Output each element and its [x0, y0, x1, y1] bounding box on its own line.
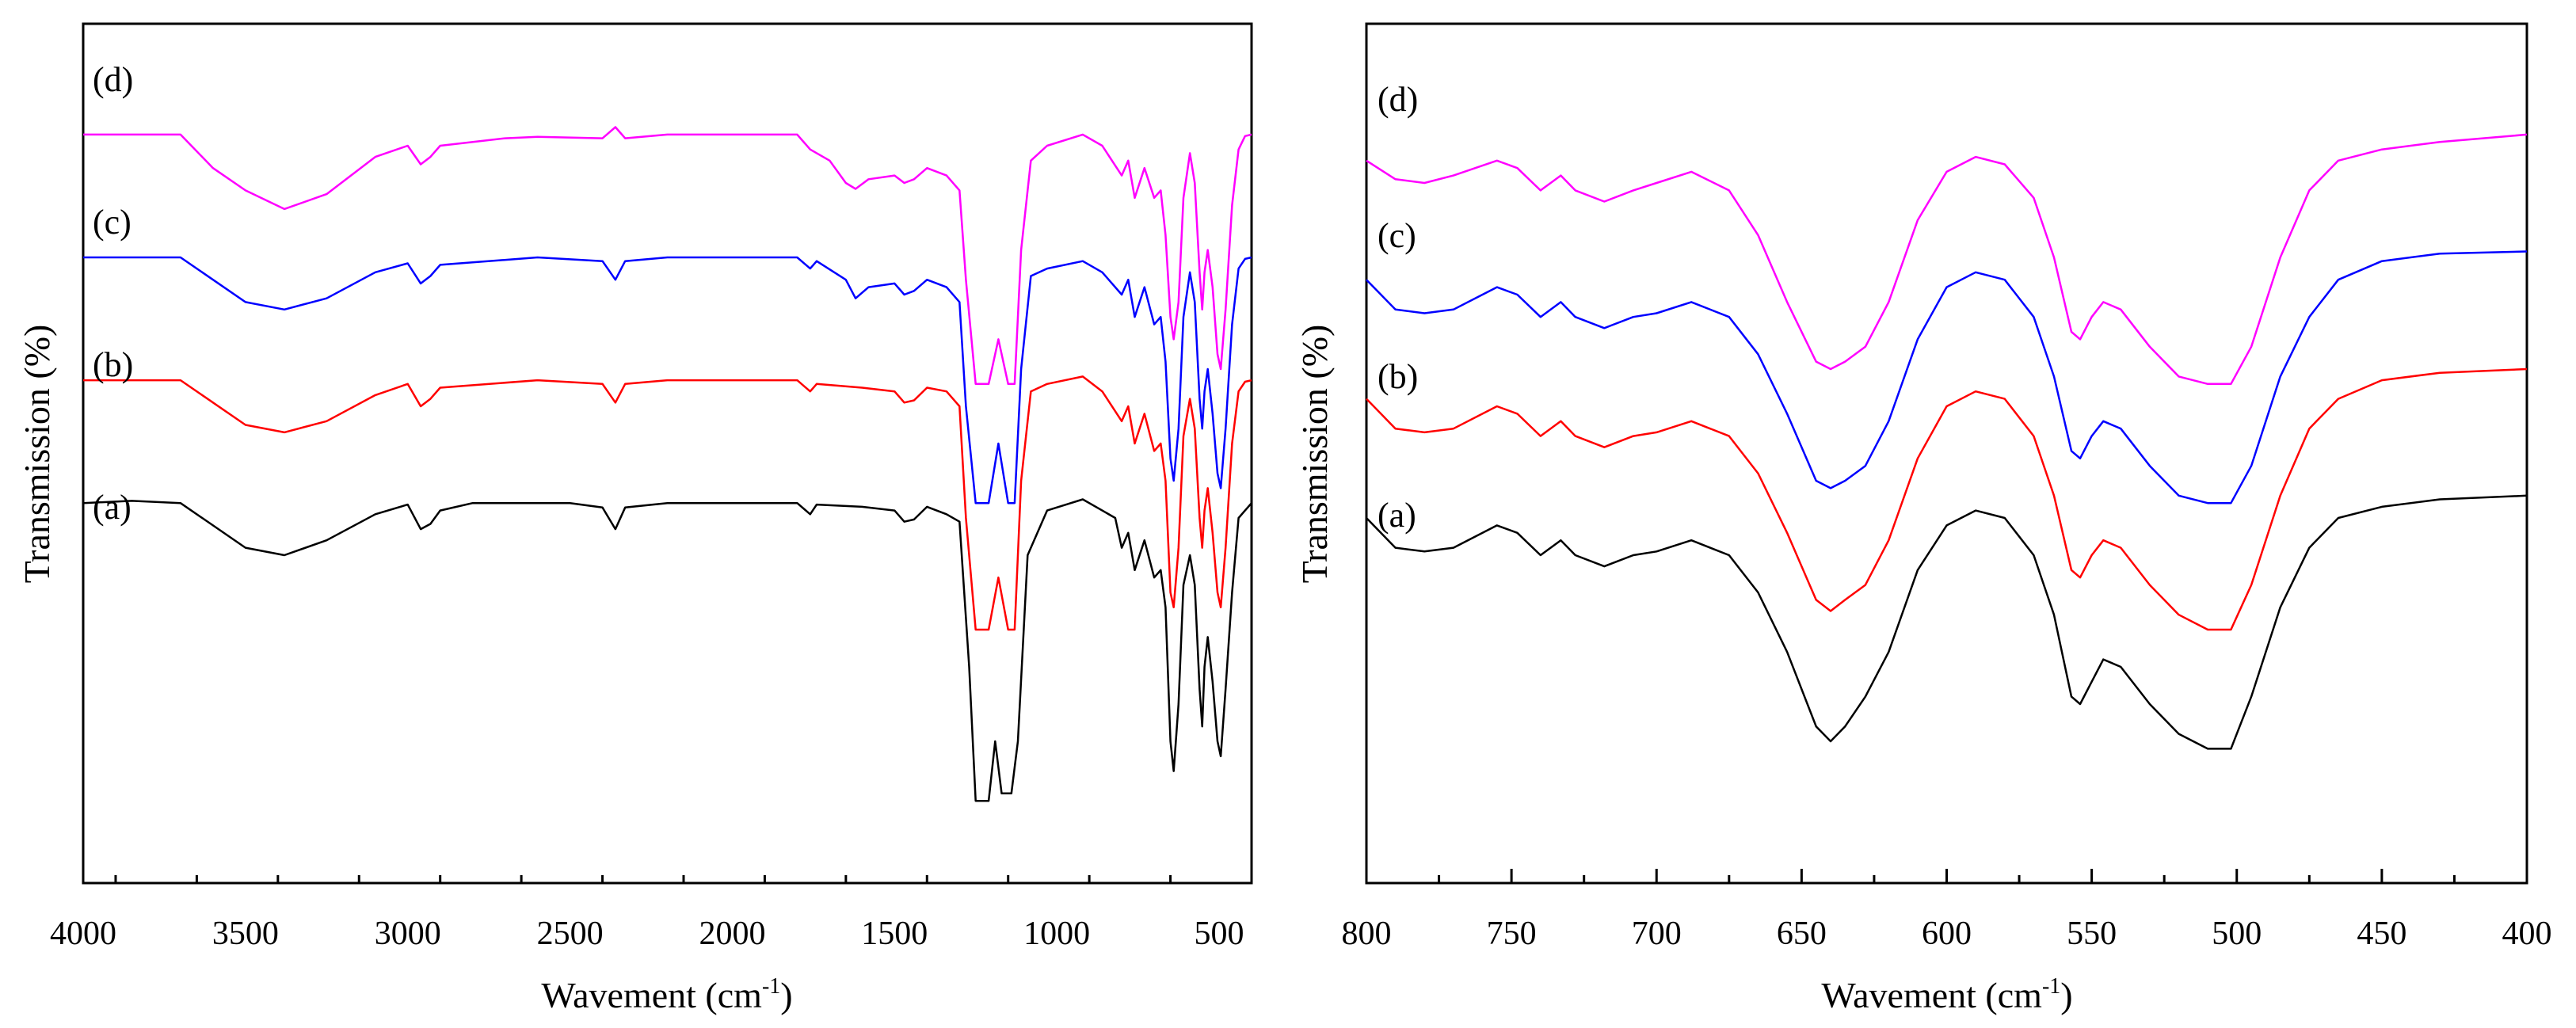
series-label-c: (c)	[93, 203, 131, 242]
x-tick-label: 400	[2502, 916, 2552, 952]
x-tick-label: 650	[1777, 916, 1827, 952]
x-tick-label: 550	[2067, 916, 2117, 952]
right-x-axis-title-close: )	[2060, 975, 2072, 1015]
right-x-axis-title-main: Wavement (cm	[1821, 975, 2042, 1015]
series-label-a: (a)	[1378, 496, 1416, 535]
series-label-d: (d)	[93, 60, 133, 99]
left-plot-frame	[82, 22, 1253, 885]
series-line-c	[1366, 250, 2528, 504]
series-line-d	[83, 126, 1252, 386]
series-label-c: (c)	[1378, 216, 1416, 255]
x-tick-label: 700	[1632, 916, 1682, 952]
series-label-a: (a)	[93, 488, 131, 527]
right-x-axis-title-sup: -1	[2042, 974, 2060, 999]
right-panel-ftir-zoom: 800 750 700 650 600 550 500 450 400 (a) (b) (c) (d)…	[1294, 22, 2552, 1015]
x-tick-label: 1500	[861, 916, 928, 952]
series-line-a	[82, 498, 1252, 802]
right-plot-frame	[1365, 22, 2528, 885]
left-series-labels: (a) (b) (c) (d)	[93, 60, 133, 527]
right-x-ticks	[1365, 869, 2528, 883]
series-line-b	[1366, 367, 2528, 631]
left-panel-ftir-spectrum: 4000 3500 3000 2500 2000 1500 1000 500 (a) (b) (c…	[17, 22, 1253, 1015]
right-x-axis-title: Wavement (cm-1)	[1821, 974, 2072, 1015]
left-x-axis-title-sup: -1	[762, 974, 780, 999]
x-tick-label: 2500	[537, 916, 604, 952]
left-series-lines	[82, 126, 1252, 802]
left-x-axis-title-main: Wavement (cm	[541, 975, 762, 1015]
left-x-axis-title-close: )	[780, 975, 792, 1015]
x-tick-label: 800	[1342, 916, 1392, 952]
left-x-ticks	[114, 875, 1253, 883]
series-line-c	[83, 256, 1252, 504]
series-line-a	[1366, 494, 2528, 750]
series-label-b: (b)	[93, 345, 133, 384]
right-x-tick-labels: 800 750 700 650 600 550 500 450 400	[1342, 916, 2552, 952]
x-tick-label: 500	[1195, 916, 1244, 952]
series-line-d	[1366, 133, 2528, 386]
x-tick-label: 2000	[699, 916, 765, 952]
x-tick-label: 4000	[50, 916, 116, 952]
series-label-b: (b)	[1378, 357, 1418, 396]
right-y-axis-title: Transmission (%)	[1294, 325, 1335, 584]
x-tick-label: 600	[1922, 916, 1972, 952]
left-x-tick-labels: 4000 3500 3000 2500 2000 1500 1000 500	[50, 916, 1244, 952]
right-series-lines	[1366, 133, 2528, 750]
x-tick-label: 450	[2357, 916, 2406, 952]
x-tick-label: 750	[1487, 916, 1537, 952]
x-tick-label: 500	[2212, 916, 2262, 952]
x-tick-label: 3000	[375, 916, 441, 952]
left-y-axis-title: Transmission (%)	[17, 325, 57, 584]
x-tick-label: 3500	[212, 916, 279, 952]
x-tick-label: 1000	[1023, 916, 1090, 952]
right-series-labels: (a) (b) (c) (d)	[1378, 80, 1418, 535]
series-label-d: (d)	[1378, 80, 1418, 119]
left-x-axis-title: Wavement (cm-1)	[541, 974, 792, 1015]
series-line-b	[83, 375, 1252, 631]
